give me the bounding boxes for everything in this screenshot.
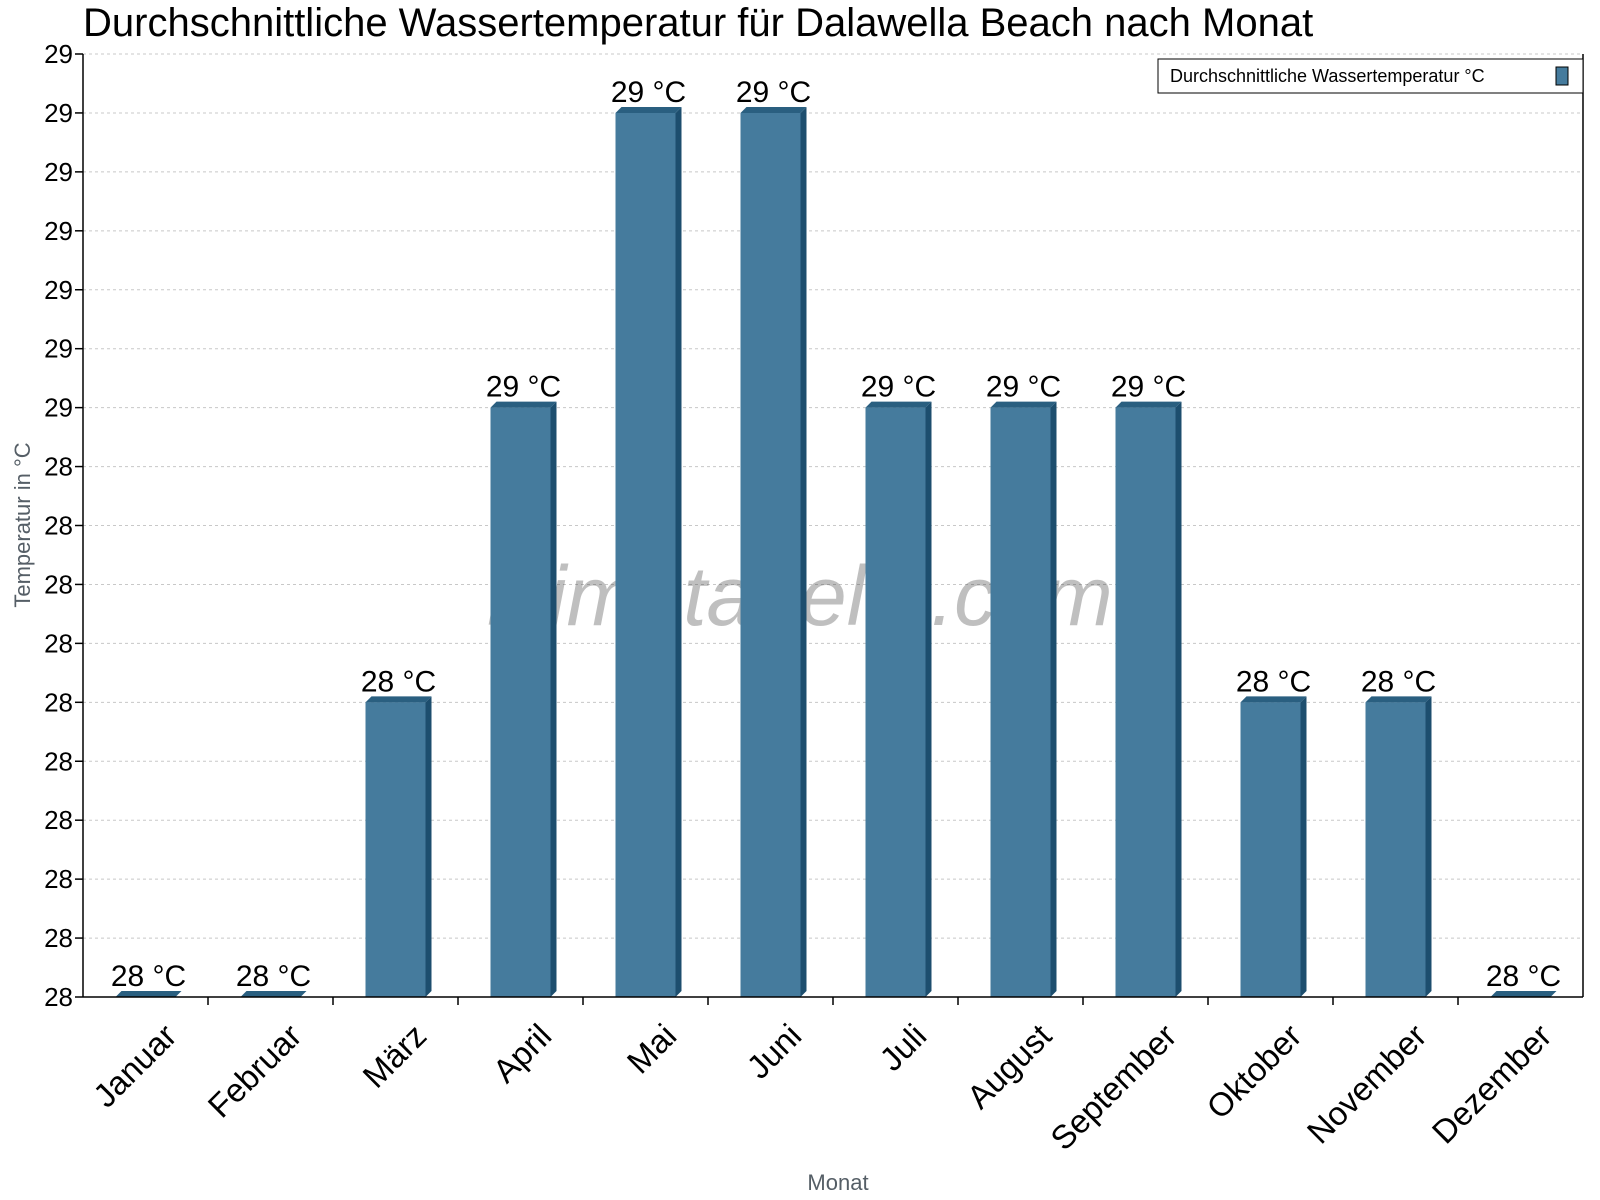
x-tick-label: März <box>355 1017 433 1095</box>
bar-top <box>615 106 682 113</box>
bar-top <box>990 401 1057 408</box>
x-tick-labels: Januar Februar März April Mai Juni Juli AugustS… <box>86 1017 1559 1157</box>
bar-value-label: 28 °C <box>236 960 311 993</box>
x-tick-label: Februar <box>201 1017 309 1125</box>
bar-value-label: 28 °C <box>111 960 186 993</box>
x-tick-label: September <box>1043 1017 1183 1157</box>
bar-value-label: 28 °C <box>1236 665 1311 698</box>
y-tick-label: 29 <box>44 334 73 364</box>
bar-value-label: 29 °C <box>1111 371 1186 404</box>
bar <box>1115 407 1176 997</box>
y-tick-label: 28 <box>44 864 73 894</box>
bar <box>990 407 1051 997</box>
x-tick-label: Juni <box>739 1017 808 1086</box>
bar-side <box>925 401 932 997</box>
bar-value-label: 29 °C <box>736 76 811 109</box>
bar-value-labels: 28 °C 28 °C 28 °C 29 °C 29 °C 29 °C 29 °C 29 °C… <box>111 76 1561 993</box>
y-tick-label: 28 <box>44 628 73 658</box>
bar-side <box>1175 401 1182 997</box>
bar-side <box>1050 401 1057 997</box>
bar-side <box>550 401 557 997</box>
bar-top <box>1365 696 1432 703</box>
bar-side <box>425 696 432 997</box>
y-tick-label: 29 <box>44 39 73 69</box>
bar-top <box>1240 696 1307 703</box>
x-tick-label: Juli <box>872 1017 933 1078</box>
bar-top <box>740 106 807 113</box>
y-tick-labels: 28 28 28 28 28 28 28 28 28 28 29 29 29 29 29 29 29 <box>44 39 73 1012</box>
bar <box>1240 702 1301 997</box>
x-tick-label: Mai <box>620 1017 684 1081</box>
bar <box>365 702 426 997</box>
grid-lines <box>83 53 1583 939</box>
bar-value-label: 28 °C <box>361 665 436 698</box>
axes <box>75 53 1584 1005</box>
y-tick-label: 29 <box>44 275 73 305</box>
legend: Durchschnittliche Wassertemperatur °C <box>1157 58 1584 94</box>
y-tick-label: 29 <box>44 216 73 246</box>
chart-title: Durchschnittliche Wassertemperatur für D… <box>83 1 1313 45</box>
bar <box>615 112 676 997</box>
y-tick-label: 28 <box>44 569 73 599</box>
bar-side <box>1300 696 1307 997</box>
bar-top <box>865 401 932 408</box>
legend-label: Durchschnittliche Wassertemperatur °C <box>1170 66 1485 86</box>
bar-top <box>240 991 307 997</box>
bar-side <box>800 106 807 997</box>
legend-box <box>1157 58 1584 94</box>
y-tick-label: 29 <box>44 157 73 187</box>
x-tick-label: November <box>1300 1017 1434 1151</box>
y-axis-label: Temperatur in °C <box>10 442 35 607</box>
bar-side <box>1425 696 1432 997</box>
x-tick-label: Dezember <box>1425 1017 1559 1151</box>
y-tick-label: 28 <box>44 746 73 776</box>
y-tick-label: 28 <box>44 805 73 835</box>
y-tick-label: 28 <box>44 687 73 717</box>
x-axis-label: Monat <box>807 1170 868 1195</box>
bar-value-label: 29 °C <box>861 371 936 404</box>
bar-value-label: 28 °C <box>1486 960 1561 993</box>
bars <box>115 106 1557 997</box>
y-tick-label: 29 <box>44 393 73 423</box>
bar-value-label: 29 °C <box>486 371 561 404</box>
bar-top <box>490 401 557 408</box>
bar <box>740 112 801 997</box>
x-tick-label: Januar <box>86 1017 184 1115</box>
bar-value-label: 28 °C <box>1361 665 1436 698</box>
x-tick-label: Oktober <box>1199 1017 1308 1126</box>
x-tick-label: April <box>486 1017 559 1090</box>
bar <box>1365 702 1426 997</box>
y-tick-label: 28 <box>44 511 73 541</box>
y-tick-label: 28 <box>44 982 73 1012</box>
bar-top <box>365 696 432 703</box>
bar-value-label: 29 °C <box>986 371 1061 404</box>
bar-top <box>1115 401 1182 408</box>
bar-value-label: 29 °C <box>611 76 686 109</box>
bar-top <box>1490 991 1557 997</box>
bar <box>490 407 551 997</box>
bar-side <box>675 106 682 997</box>
bar-top <box>115 991 182 997</box>
y-tick-label: 29 <box>44 98 73 128</box>
y-tick-label: 28 <box>44 452 73 482</box>
legend-swatch <box>1555 66 1569 86</box>
y-tick-label: 28 <box>44 923 73 953</box>
x-tick-label: August <box>960 1017 1059 1116</box>
bar <box>865 407 926 997</box>
